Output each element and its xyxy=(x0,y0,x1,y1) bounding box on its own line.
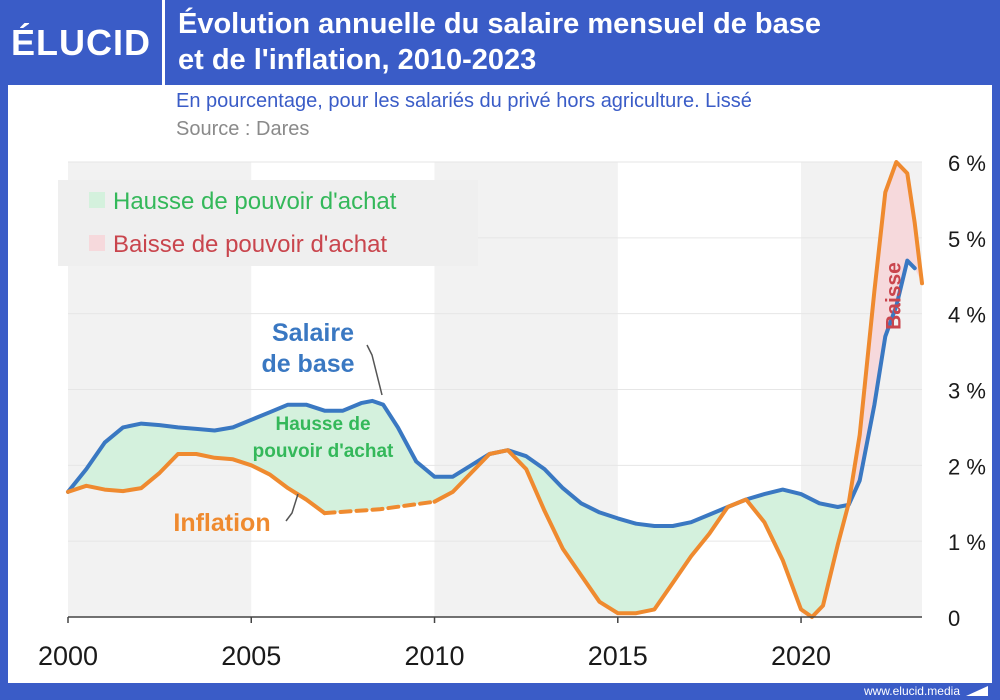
y-tick-label: 4 % xyxy=(948,303,986,328)
inflation_dashed-line xyxy=(322,499,437,516)
title-line-2: et de l'inflation, 2010-2023 xyxy=(178,44,537,76)
legend-swatch-hausse xyxy=(89,192,105,208)
y-tick-label: 1 % xyxy=(948,530,986,555)
legend-label-baisse: Baisse de pouvoir d'achat xyxy=(113,231,387,258)
legend-label-hausse: Hausse de pouvoir d'achat xyxy=(113,188,397,215)
baisse-label: Baisse xyxy=(883,262,906,330)
x-tick-label: 2015 xyxy=(588,641,648,671)
inflation-line xyxy=(66,452,327,516)
legend-box xyxy=(58,180,478,266)
elucid-mark-icon xyxy=(966,686,988,696)
salaire-leader-line xyxy=(366,344,383,396)
axes: 2000 2005 2010 2015 2020 0 1 % 2 % 3 % 4 % 5 % 6 % xyxy=(38,151,986,671)
x-tick-label: 2020 xyxy=(771,641,831,671)
x-tick-label: 2000 xyxy=(38,641,98,671)
salaire-label-line1: Salaire xyxy=(272,319,354,347)
hausse-area xyxy=(68,400,849,617)
hausse-label-line1: Hausse de xyxy=(275,414,370,435)
y-tick-label: 5 % xyxy=(948,227,986,252)
y-tick-label: 6 % xyxy=(948,151,986,176)
chart-subtitle: En pourcentage, pour les salariés du pri… xyxy=(176,90,752,112)
salaire-label-line2: de base xyxy=(261,350,354,378)
footer-url[interactable]: www.elucid.media xyxy=(863,684,960,698)
inflation-label: Inflation xyxy=(173,509,270,537)
elucid-logo: ÉLUCID xyxy=(11,21,151,63)
x-tick-label: 2005 xyxy=(221,641,281,671)
inflation-leader-line xyxy=(285,493,299,522)
series-lines xyxy=(66,160,924,619)
legend-swatch-baisse xyxy=(89,235,105,251)
logo-divider xyxy=(162,0,165,85)
title-line-1: Évolution annuelle du salaire mensuel de… xyxy=(178,8,822,40)
hausse-label-line2: pouvoir d'achat xyxy=(253,441,394,462)
chart-title: Évolution annuelle du salaire mensuel de… xyxy=(178,6,988,78)
y-tick-label: 2 % xyxy=(948,454,986,479)
x-tick-label: 2010 xyxy=(404,641,464,671)
header: ÉLUCID Évolution annuelle du salaire men… xyxy=(0,0,1000,85)
inflation2-line xyxy=(432,160,924,619)
chart-source: Source : Dares xyxy=(176,118,310,140)
annotations: Salaire de base Hausse de pouvoir d'achat In… xyxy=(173,262,905,537)
legend: Hausse de pouvoir d'achat Baisse de pouvo… xyxy=(58,180,478,266)
y-tick-label: 0 xyxy=(948,606,960,631)
y-tick-label: 3 % xyxy=(948,379,986,404)
